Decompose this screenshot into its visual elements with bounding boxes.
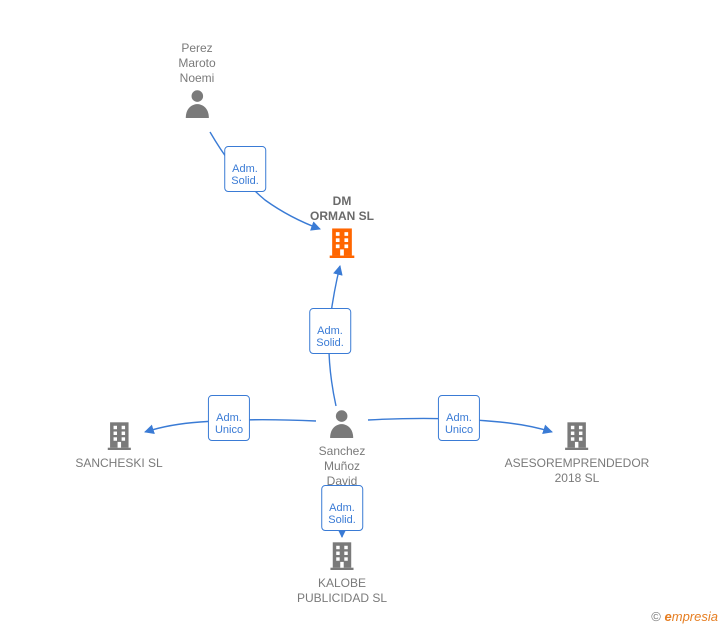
edges-layer [0,0,728,630]
edge-label-sanchez-asesor: Adm. Unico [438,395,480,441]
edge-label-text: Adm. Unico [215,412,243,437]
node-sancheski[interactable]: SANCHESKI SL [75,420,162,471]
edge-label-perez-dmorman: Adm. Solid. [224,146,266,192]
edge-label-text: Adm. Unico [445,412,473,437]
edge-label-text: Adm. Solid. [316,325,344,350]
edge-label-text: Adm. Solid. [231,163,259,188]
edge-label-sanchez-kalobe: Adm. Solid. [321,485,363,531]
brand-name: mpresia [672,609,718,624]
copyright-symbol: © [651,609,661,624]
copyright: © empresia [651,609,718,624]
node-label: KALOBE PUBLICIDAD SL [297,576,387,606]
node-dmorman[interactable]: DM ORMAN SL [310,194,374,262]
diagram-canvas: Adm. Solid. Adm. Solid. Adm. Unico Adm. … [0,0,728,630]
node-kalobe[interactable]: KALOBE PUBLICIDAD SL [297,540,387,606]
node-label: SANCHESKI SL [75,456,162,471]
company-icon [327,226,357,262]
brand-logo-letter: e [665,609,672,624]
node-label: ASESOREMPRENDEDOR 2018 SL [505,456,650,486]
node-asesor[interactable]: ASESOREMPRENDEDOR 2018 SL [505,420,650,486]
node-label: DM ORMAN SL [310,194,374,224]
node-label: Sanchez Muñoz David [319,444,366,489]
company-icon [563,420,591,454]
node-sanchez[interactable]: Sanchez Muñoz David [319,408,366,489]
edge-label-sanchez-dmorman: Adm. Solid. [309,308,351,354]
person-icon [328,408,356,442]
person-icon [183,88,211,122]
node-perez[interactable]: Perez Maroto Noemi [178,41,215,122]
company-icon [105,420,133,454]
company-icon [328,540,356,574]
node-label: Perez Maroto Noemi [178,41,215,86]
edge-label-text: Adm. Solid. [328,502,356,527]
edge-label-sanchez-sancheski: Adm. Unico [208,395,250,441]
